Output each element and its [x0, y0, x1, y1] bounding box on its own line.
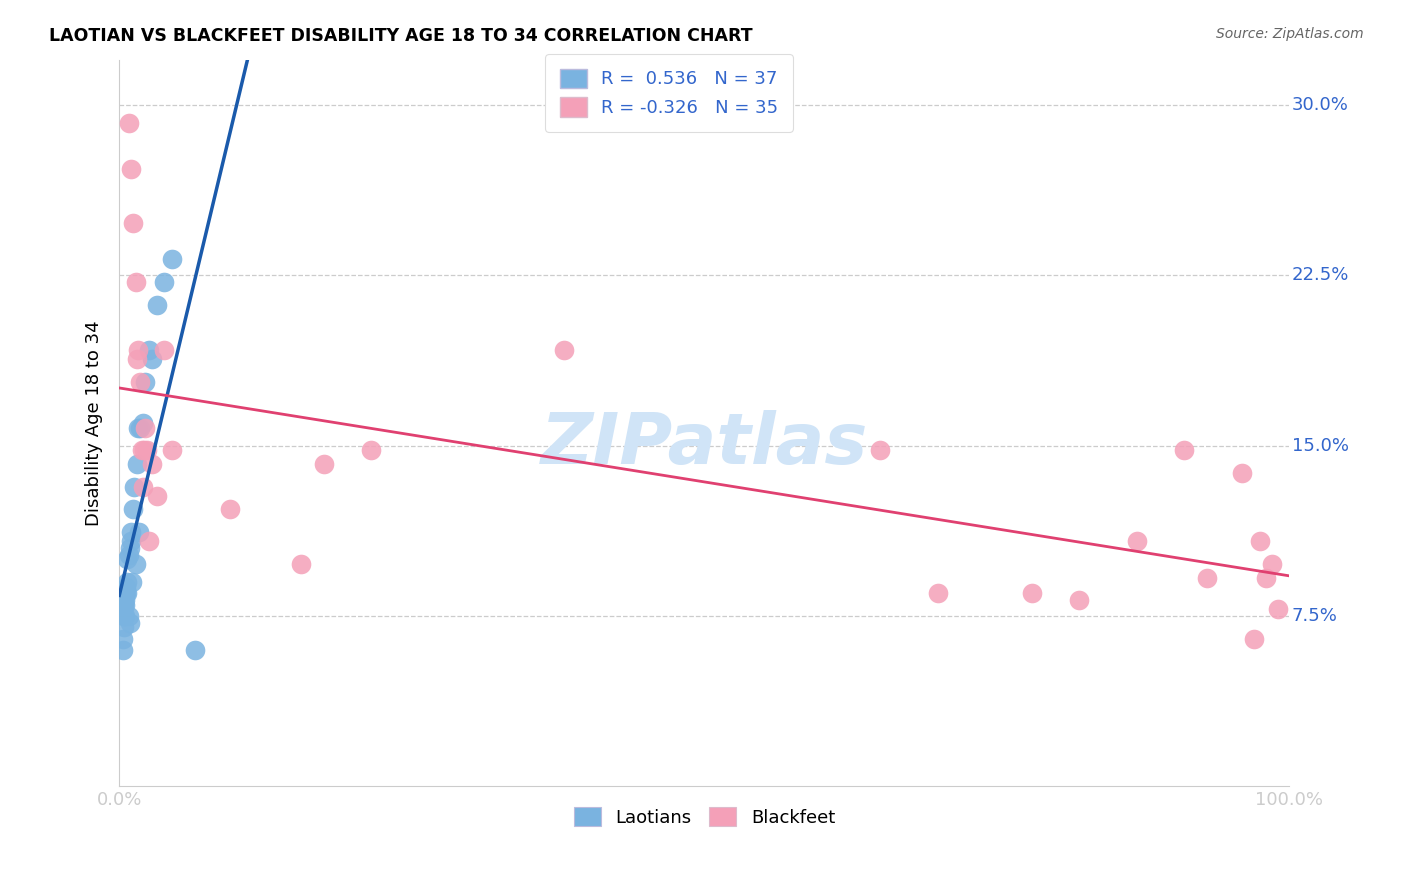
- Point: [312, 457, 335, 471]
- Point: [115, 586, 138, 600]
- Point: [112, 609, 135, 624]
- Point: [112, 593, 135, 607]
- Point: [1197, 570, 1219, 584]
- Point: [138, 343, 160, 358]
- Point: [141, 457, 163, 471]
- Point: [145, 489, 167, 503]
- Point: [117, 548, 139, 562]
- Point: [160, 443, 183, 458]
- Text: 30.0%: 30.0%: [1292, 96, 1348, 114]
- Point: [1243, 632, 1265, 646]
- Point: [115, 580, 138, 594]
- Point: [152, 275, 174, 289]
- Point: [136, 443, 159, 458]
- Point: [1267, 602, 1289, 616]
- Point: [124, 557, 146, 571]
- Point: [118, 541, 141, 555]
- Point: [111, 643, 134, 657]
- Point: [1067, 593, 1090, 607]
- Point: [121, 575, 143, 590]
- Point: [131, 480, 153, 494]
- Text: Source: ZipAtlas.com: Source: ZipAtlas.com: [1216, 27, 1364, 41]
- Point: [117, 575, 139, 590]
- Point: [184, 643, 207, 657]
- Point: [122, 502, 145, 516]
- Point: [112, 620, 135, 634]
- Point: [1249, 534, 1271, 549]
- Point: [129, 420, 152, 434]
- Point: [128, 524, 150, 539]
- Point: [1232, 466, 1254, 480]
- Point: [1254, 570, 1277, 584]
- Point: [114, 609, 136, 624]
- Point: [117, 116, 139, 130]
- Point: [927, 586, 949, 600]
- Point: [131, 416, 153, 430]
- Text: LAOTIAN VS BLACKFEET DISABILITY AGE 18 TO 34 CORRELATION CHART: LAOTIAN VS BLACKFEET DISABILITY AGE 18 T…: [49, 27, 752, 45]
- Point: [117, 552, 139, 566]
- Point: [138, 534, 160, 549]
- Point: [112, 598, 135, 612]
- Text: ZIPatlas: ZIPatlas: [540, 410, 868, 479]
- Point: [1260, 557, 1282, 571]
- Point: [141, 352, 163, 367]
- Point: [117, 609, 139, 624]
- Text: 22.5%: 22.5%: [1292, 267, 1348, 285]
- Y-axis label: Disability Age 18 to 34: Disability Age 18 to 34: [86, 320, 103, 526]
- Point: [132, 443, 155, 458]
- Text: 15.0%: 15.0%: [1292, 437, 1348, 455]
- Point: [120, 524, 142, 539]
- Point: [129, 375, 152, 389]
- Point: [120, 534, 142, 549]
- Point: [219, 502, 242, 516]
- Point: [1021, 586, 1043, 600]
- Point: [117, 586, 139, 600]
- Point: [152, 343, 174, 358]
- Point: [124, 275, 146, 289]
- Point: [290, 557, 312, 571]
- Point: [145, 298, 167, 312]
- Point: [160, 252, 183, 267]
- Point: [124, 480, 146, 494]
- Point: [114, 598, 136, 612]
- Point: [1173, 443, 1195, 458]
- Point: [125, 457, 148, 471]
- Point: [134, 375, 156, 389]
- Point: [127, 420, 149, 434]
- Point: [553, 343, 575, 358]
- Point: [1126, 534, 1149, 549]
- Point: [118, 615, 141, 630]
- Point: [869, 443, 891, 458]
- Point: [111, 632, 134, 646]
- Point: [360, 443, 382, 458]
- Legend: Laotians, Blackfeet: Laotians, Blackfeet: [564, 798, 844, 836]
- Point: [114, 593, 136, 607]
- Point: [114, 586, 136, 600]
- Point: [120, 161, 142, 176]
- Point: [127, 343, 149, 358]
- Point: [122, 216, 145, 230]
- Point: [134, 420, 156, 434]
- Point: [131, 443, 153, 458]
- Text: 7.5%: 7.5%: [1292, 607, 1337, 625]
- Point: [125, 352, 148, 367]
